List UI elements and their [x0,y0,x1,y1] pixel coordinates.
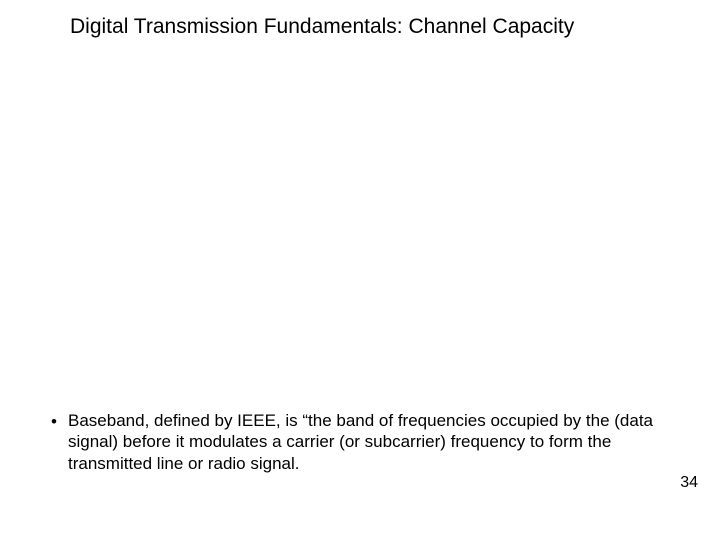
slide-body: • Baseband, defined by IEEE, is “the ban… [40,410,660,474]
slide-title: Digital Transmission Fundamentals: Chann… [70,14,680,39]
slide: Digital Transmission Fundamentals: Chann… [0,0,720,540]
bullet-item: • Baseband, defined by IEEE, is “the ban… [40,410,660,474]
page-number: 34 [680,474,698,492]
bullet-marker: • [40,410,68,432]
bullet-text: Baseband, defined by IEEE, is “the band … [68,410,660,474]
